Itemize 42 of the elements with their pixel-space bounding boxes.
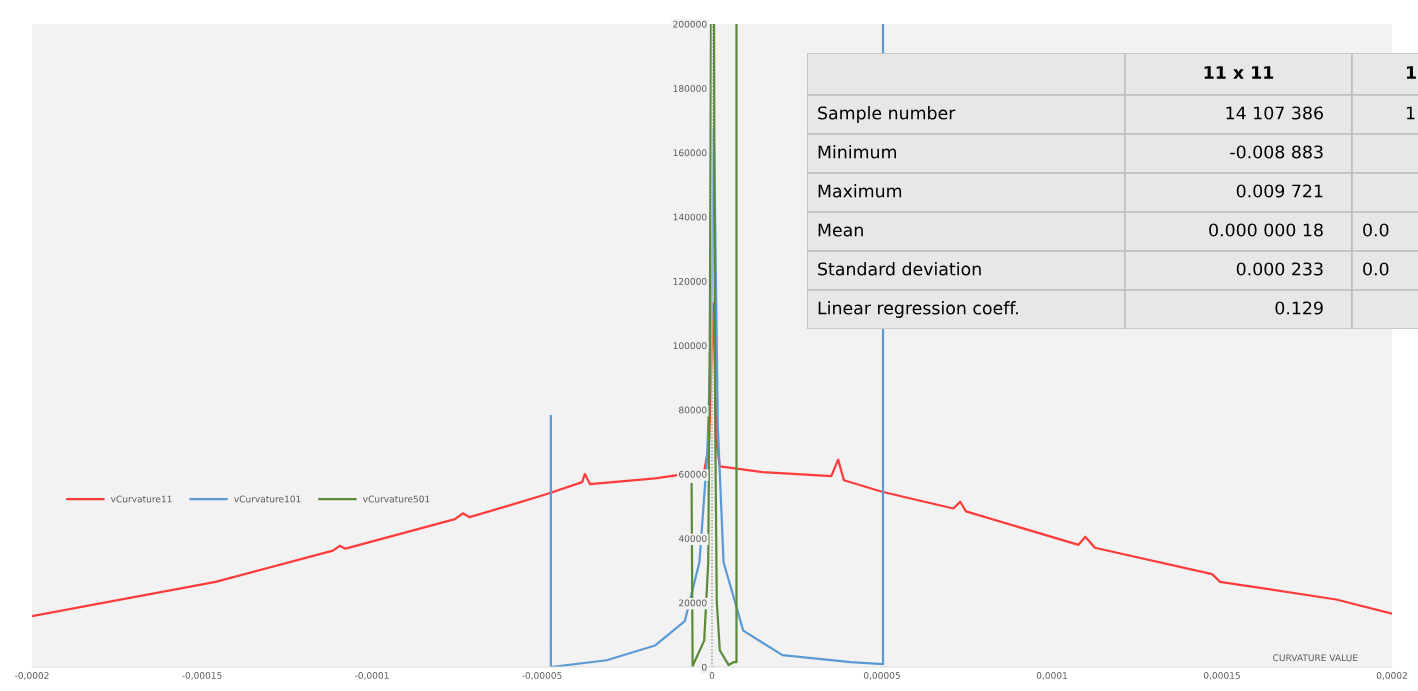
text: 0.000 233 [1236, 262, 1323, 276]
text: 0.129 [1275, 301, 1323, 315]
text: -0.008 883 [1230, 145, 1323, 159]
category-label: 11 x 11 [1204, 66, 1274, 79]
text: 0.000 000 18 [1209, 223, 1323, 237]
text: 0.009 721 [1236, 184, 1323, 198]
x-tick-label: -0,0001 [355, 672, 389, 680]
category-label: Sample number [818, 106, 956, 123]
text: 1 [1406, 106, 1415, 120]
y-tick-label: 200000 [673, 20, 707, 28]
y-tick-label: 20000 [679, 599, 707, 607]
y-tick-label: 160000 [673, 149, 707, 157]
x-tick-label: 0,0002 [1376, 672, 1407, 680]
category-label: Standard deviation [818, 262, 981, 276]
y-tick-label: 120000 [673, 277, 707, 285]
legend-label: vCurvature101 [234, 495, 301, 503]
y-tick-label: 140000 [673, 213, 707, 221]
text: 0.0 [1363, 262, 1389, 276]
text: 0.0 [1363, 223, 1389, 237]
x-tick-label: -0,00015 [182, 672, 222, 680]
category-label: Minimum [818, 145, 896, 159]
category-label: 1 [1406, 66, 1416, 79]
y-tick-label: 40000 [678, 535, 707, 542]
x-tick-label: 0,00015 [1203, 672, 1240, 680]
y-tick-label: 100000 [673, 342, 707, 350]
category-label: Maximum [818, 184, 902, 198]
x-tick-label: -0,0002 [15, 672, 49, 680]
y-tick-label: 60000 [679, 470, 707, 478]
x-tick-label: 0 [709, 672, 715, 679]
x-tick-label: 0,0001 [1036, 672, 1067, 680]
legend-label: vCurvature11 [110, 495, 172, 503]
y-tick-label: 80000 [679, 406, 707, 414]
x-axis-title: CURVATURE VALUE [1273, 654, 1358, 662]
category-label: Linear regression coeff. [818, 301, 1018, 318]
legend-label: vCurvature501 [362, 495, 430, 503]
category-label: Mean [818, 223, 863, 237]
text: 14 107 386 [1226, 106, 1323, 120]
x-tick-label: 0,00005 [863, 672, 900, 680]
y-tick-label: 0 [701, 663, 707, 671]
x-tick-label: -0,00005 [522, 672, 562, 680]
line-series [32, 302, 1392, 618]
y-tick-label: 180000 [673, 85, 707, 92]
